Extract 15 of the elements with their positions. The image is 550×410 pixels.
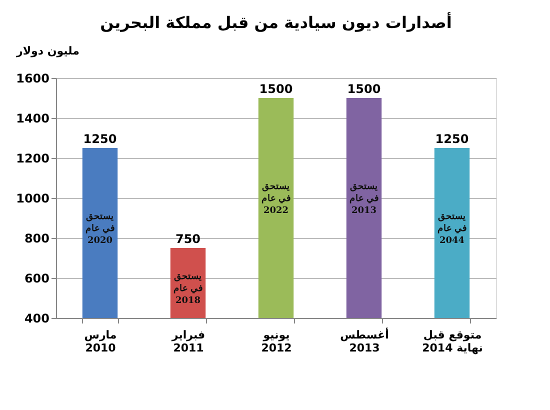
y-tick-label: 1400 (16, 112, 50, 126)
y-tick-label: 600 (24, 272, 50, 286)
y-axis-title: مليون دولار (16, 44, 80, 58)
data-label: 1250 (435, 132, 469, 146)
y-tick-label: 800 (24, 232, 50, 246)
x-tick-label: متوقع قبل نهاية 2014 (422, 328, 483, 354)
data-label: 750 (175, 232, 201, 246)
data-label: 1500 (347, 82, 381, 96)
chart-title: أصدارات ديون سيادية من قبل مملكة البحرين (100, 12, 452, 32)
y-tick-label: 400 (24, 312, 50, 326)
y-tick-label: 1000 (16, 192, 50, 206)
data-label: 1500 (259, 82, 293, 96)
y-tick-label: 1600 (16, 72, 50, 86)
y-tick-label: 1200 (16, 152, 50, 166)
data-label: 1250 (83, 132, 117, 146)
